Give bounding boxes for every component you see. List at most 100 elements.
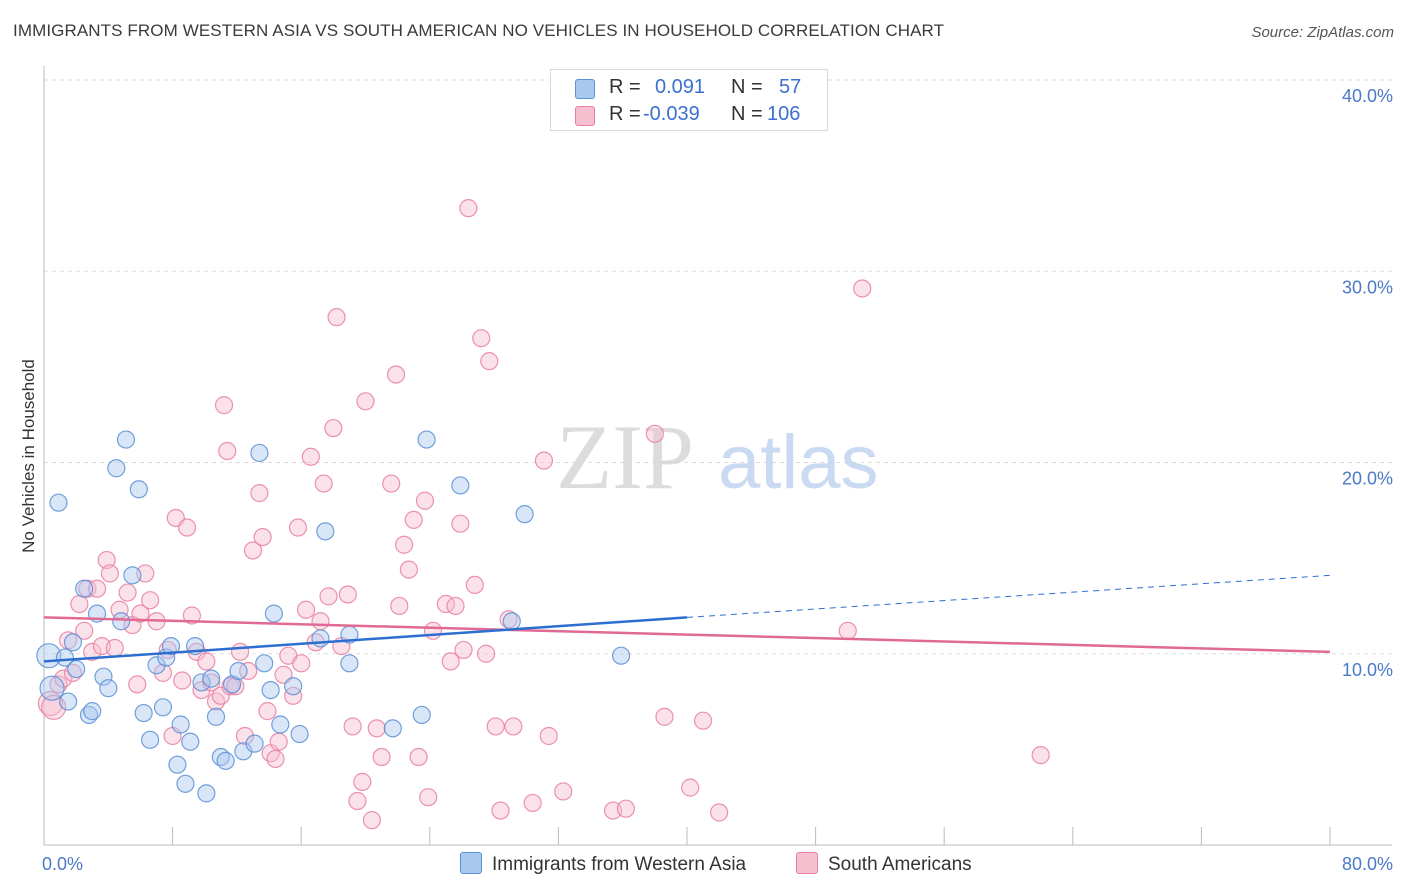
data-point (206, 707, 226, 726)
series-south-americans-points (37, 199, 1050, 830)
data-point (655, 707, 674, 726)
data-point (250, 443, 269, 463)
data-point (502, 612, 521, 631)
legend-swatch-pink (575, 106, 595, 126)
data-point (253, 527, 272, 547)
data-point (54, 669, 73, 688)
data-point (710, 803, 729, 822)
data-point (343, 717, 362, 736)
data-point (116, 430, 136, 449)
data-point (386, 365, 406, 384)
chart-title: IMMIGRANTS FROM WESTERN ASIA VS SOUTH AM… (13, 21, 945, 40)
legend-r-label: R = (609, 76, 641, 98)
data-point (316, 522, 335, 541)
data-point (229, 661, 248, 681)
data-point (838, 621, 857, 640)
data-point (523, 793, 542, 813)
data-point (266, 749, 285, 769)
data-point (327, 308, 346, 327)
data-point (140, 730, 160, 749)
y-tick-label: 20.0% (1342, 469, 1393, 489)
legend-r-value: 0.091 (655, 76, 706, 98)
data-point (226, 677, 245, 696)
data-point (340, 654, 359, 673)
bottom-legend-south-americans: South Americans (796, 852, 972, 876)
data-point (271, 715, 290, 734)
data-point (206, 692, 226, 711)
data-point (423, 621, 443, 640)
x-tick-labels: 0.0% 80.0% (42, 854, 1393, 874)
data-point (288, 518, 308, 537)
data-point (353, 772, 372, 791)
data-point (100, 564, 120, 583)
data-point (356, 392, 375, 411)
data-point (49, 675, 68, 694)
data-point (99, 679, 118, 698)
data-point (491, 801, 510, 820)
data-point (134, 703, 153, 723)
data-point (87, 579, 107, 598)
data-point (504, 717, 523, 736)
legend-row-western-asia: R = 0.091 N = 57 (551, 74, 827, 100)
data-point (176, 774, 195, 793)
data-point (441, 652, 460, 671)
data-point (311, 612, 330, 631)
data-point (118, 583, 137, 602)
data-point (171, 715, 190, 734)
data-point (853, 279, 872, 298)
data-point (67, 659, 86, 679)
data-point (319, 587, 338, 606)
x-tick-label: 0.0% (42, 854, 83, 874)
data-point (367, 719, 386, 738)
data-point (394, 535, 414, 554)
data-point (338, 585, 357, 604)
data-point (107, 459, 126, 478)
data-point (105, 638, 124, 658)
data-point (301, 447, 320, 466)
data-point (348, 791, 367, 811)
data-point (255, 654, 274, 673)
data-point (83, 702, 102, 721)
data-point (480, 352, 499, 371)
data-point (192, 673, 211, 692)
data-point (362, 811, 382, 830)
data-point (245, 734, 264, 753)
data-point (49, 493, 68, 512)
legend-n-value: 106 (767, 103, 801, 125)
data-point (412, 705, 431, 725)
data-point (239, 661, 258, 681)
data-point (128, 675, 147, 694)
data-point (218, 441, 237, 461)
data-point (1031, 746, 1050, 765)
data-point (258, 702, 277, 721)
x-tick-label: 80.0% (1342, 854, 1393, 874)
data-point (476, 644, 496, 663)
bottom-legend-western-asia: Immigrants from Western Asia (460, 852, 746, 876)
data-point (284, 686, 303, 705)
data-point (296, 600, 316, 619)
data-point (231, 642, 250, 661)
data-point (311, 629, 330, 648)
data-point (459, 199, 478, 218)
data-point (94, 667, 113, 686)
data-point (451, 476, 470, 495)
y-tick-label: 30.0% (1342, 277, 1393, 297)
data-point (161, 636, 181, 656)
legend-n-label: N = (731, 76, 763, 98)
data-point (409, 747, 428, 767)
series-western-asia-points (36, 430, 631, 803)
data-point (645, 424, 664, 443)
data-point (97, 550, 116, 570)
data-point (182, 606, 201, 625)
data-point (324, 418, 343, 438)
data-point (214, 396, 234, 415)
data-point (465, 575, 484, 595)
y-tick-label: 10.0% (1342, 660, 1393, 680)
bottom-legend-swatch-pink (796, 852, 818, 874)
data-point (314, 474, 333, 493)
data-point (83, 642, 102, 661)
data-point (39, 675, 65, 701)
data-point (197, 784, 216, 803)
data-point (147, 656, 166, 675)
bottom-legend-label: Immigrants from Western Asia (492, 854, 747, 875)
